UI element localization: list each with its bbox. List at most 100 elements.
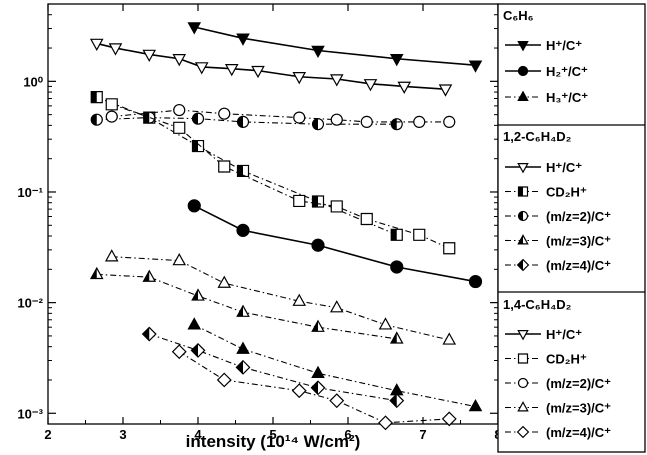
data-point [330,200,343,213]
data-point [191,112,205,125]
legend-marker [517,401,529,412]
series-8 [105,98,456,255]
plot-frame [47,3,499,425]
legend-marker [517,186,529,197]
x-tick-label: 5 [269,427,276,442]
legend-box [497,3,646,453]
series-3 [89,38,453,97]
data-point [292,293,307,306]
data-point [224,64,239,77]
data-point [468,274,483,289]
data-point [329,300,344,313]
legend-marker [517,41,529,52]
x-tick-label: 4 [194,427,202,442]
data-point [311,45,325,59]
data-point [360,115,373,128]
data-point [187,22,202,35]
y-tick-label: 10⁰ [23,74,43,89]
data-point [216,372,232,388]
data-point [191,139,205,153]
legend-group-1: 1,2-C₆H₄D₂ H⁺/C⁺ CD₂H⁺ (m/z=2)/C⁺ (m/z=3)/C⁺… [503,129,611,273]
legend-marker [517,65,529,77]
data-point [217,275,232,288]
series-9 [105,103,456,128]
x-tick-label: 3 [119,427,126,442]
data-point [329,393,345,409]
series-line [194,26,476,66]
legend-label: H⁺/C⁺ [546,327,582,342]
data-point [311,365,325,378]
data-point [187,199,201,213]
legend-label: H₃⁺/C⁺ [546,90,588,105]
data-point [330,113,343,126]
legend-group-title: 1,4-C₆H₄D₂ [503,297,572,312]
series-1 [187,199,483,289]
series-5 [90,111,403,131]
legend-marker [516,258,530,272]
series-line [149,333,397,402]
data-point [389,331,404,344]
legend-label: H⁺/C⁺ [546,160,582,175]
data-point [441,411,457,427]
data-point [142,49,157,63]
data-point [438,84,453,97]
data-point [390,260,404,274]
legend: C₆H₆ H⁺/C⁺ H₂⁺/C⁺ H₃⁺/C⁺ 1,2-C₆H₄D₂ H⁺/C⁺ CD₂H… [497,3,646,453]
data-point [108,43,123,56]
data-point [310,380,326,396]
data-point [194,62,209,75]
data-point [89,266,104,280]
data-point [251,65,265,79]
data-point [443,115,456,128]
data-point [291,383,307,399]
data-point [363,79,378,92]
data-point [236,33,250,46]
legend-label: (m/z=3)/C⁺ [546,401,611,416]
data-point [218,160,231,173]
data-point [443,242,456,255]
series-line [96,273,397,340]
plot-series [89,22,483,431]
data-point [468,398,483,412]
data-point [235,359,251,375]
legend-label: H⁺/C⁺ [546,38,582,53]
legend-label: (m/z=2)/C⁺ [546,376,611,391]
data-point [171,344,187,360]
data-point [311,238,325,252]
legend-marker [517,90,529,101]
x-tick-label: 2 [44,427,51,442]
series-line [111,103,450,249]
data-point [187,317,202,330]
y-tick-label: 10⁻² [17,296,43,311]
legend-marker [517,163,529,174]
legend-marker [517,330,529,341]
data-point [293,194,306,208]
data-point [172,54,187,67]
legend-label: (m/z=2)/C⁺ [546,209,611,224]
data-point [143,111,156,124]
data-point [90,113,103,126]
x-axis-title: intensity (10¹⁴ W/cm²) [186,432,361,451]
axis-ticks: 234567810⁰10⁻¹10⁻²10⁻³ [17,3,502,442]
data-point [292,72,307,85]
y-tick-label: 10⁻¹ [17,185,43,200]
series-6 [89,266,404,344]
legend-marker [517,377,529,389]
x-tick-label: 7 [419,427,426,442]
data-point [218,107,231,120]
y-tick-label: 10⁻³ [17,406,43,421]
legend-entries: C₆H₆ H⁺/C⁺ H₂⁺/C⁺ H₃⁺/C⁺ 1,2-C₆H₄D₂ H⁺/C⁺ CD₂H… [503,8,611,440]
data-point [141,326,157,342]
legend-label: (m/z=3)/C⁺ [546,234,611,249]
data-point [104,249,119,262]
data-point [89,38,104,52]
series-10 [104,249,457,345]
legend-group-0: C₆H₆ H⁺/C⁺ H₂⁺/C⁺ H₃⁺/C⁺ [503,8,588,105]
data-point [90,91,103,104]
data-point [191,288,205,301]
series-line [178,351,450,424]
legend-group-title: 1,2-C₆H₄D₂ [503,129,572,144]
data-point [360,212,373,226]
series-0 [187,22,483,73]
series-line [96,117,397,125]
